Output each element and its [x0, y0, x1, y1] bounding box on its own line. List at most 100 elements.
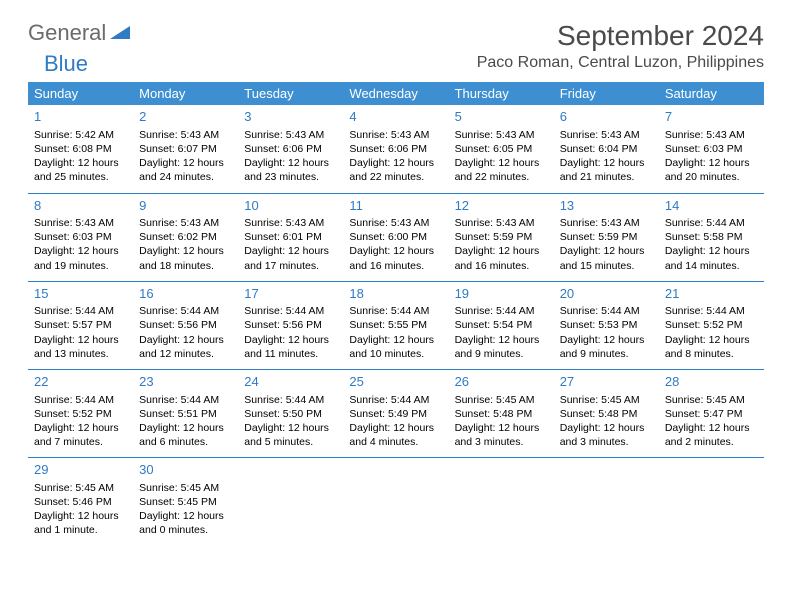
day-number: 9: [139, 197, 232, 215]
cell-text: and 12 minutes.: [139, 347, 232, 361]
cell-text: Sunrise: 5:43 AM: [349, 216, 442, 230]
day-number: 6: [560, 108, 653, 126]
cell-text: Daylight: 12 hours: [139, 244, 232, 258]
cell-text: Sunrise: 5:43 AM: [349, 128, 442, 142]
cell-text: Sunrise: 5:45 AM: [665, 393, 758, 407]
day-number: 24: [244, 373, 337, 391]
day-number: 2: [139, 108, 232, 126]
cell-text: Sunrise: 5:43 AM: [455, 128, 548, 142]
day-number: 25: [349, 373, 442, 391]
cell-text: Sunset: 5:54 PM: [455, 318, 548, 332]
cell-text: Sunrise: 5:43 AM: [34, 216, 127, 230]
cell-text: Sunrise: 5:43 AM: [244, 128, 337, 142]
cell-text: Daylight: 12 hours: [244, 156, 337, 170]
cell-text: Sunset: 5:51 PM: [139, 407, 232, 421]
calendar-cell: 9Sunrise: 5:43 AMSunset: 6:02 PMDaylight…: [133, 193, 238, 281]
cell-text: Daylight: 12 hours: [139, 421, 232, 435]
day-number: 27: [560, 373, 653, 391]
cell-text: Daylight: 12 hours: [455, 333, 548, 347]
cell-text: Sunrise: 5:44 AM: [665, 304, 758, 318]
calendar-cell: [554, 458, 659, 546]
cell-text: Sunset: 6:05 PM: [455, 142, 548, 156]
cell-text: Sunset: 6:03 PM: [34, 230, 127, 244]
calendar-cell: 17Sunrise: 5:44 AMSunset: 5:56 PMDayligh…: [238, 281, 343, 369]
cell-text: Sunset: 5:47 PM: [665, 407, 758, 421]
cell-text: Sunset: 6:01 PM: [244, 230, 337, 244]
cell-text: Sunset: 5:57 PM: [34, 318, 127, 332]
day-number: 7: [665, 108, 758, 126]
logo-word2: Blue: [44, 51, 88, 77]
cell-text: Sunrise: 5:43 AM: [139, 216, 232, 230]
cell-text: Daylight: 12 hours: [349, 156, 442, 170]
cell-text: and 0 minutes.: [139, 523, 232, 537]
cell-text: and 6 minutes.: [139, 435, 232, 449]
cell-text: Sunset: 5:53 PM: [560, 318, 653, 332]
day-number: 30: [139, 461, 232, 479]
cell-text: Sunrise: 5:44 AM: [244, 304, 337, 318]
cell-text: Sunrise: 5:43 AM: [139, 128, 232, 142]
day-number: 13: [560, 197, 653, 215]
cell-text: Daylight: 12 hours: [455, 156, 548, 170]
cell-text: and 10 minutes.: [349, 347, 442, 361]
cell-text: and 5 minutes.: [244, 435, 337, 449]
cell-text: Daylight: 12 hours: [34, 421, 127, 435]
day-number: 23: [139, 373, 232, 391]
day-header: Wednesday: [343, 82, 448, 105]
cell-text: Daylight: 12 hours: [349, 333, 442, 347]
day-header: Thursday: [449, 82, 554, 105]
day-header: Tuesday: [238, 82, 343, 105]
calendar-cell: [238, 458, 343, 546]
cell-text: Sunrise: 5:45 AM: [34, 481, 127, 495]
day-header-row: Sunday Monday Tuesday Wednesday Thursday…: [28, 82, 764, 105]
cell-text: Sunset: 5:55 PM: [349, 318, 442, 332]
cell-text: and 24 minutes.: [139, 170, 232, 184]
calendar-cell: 4Sunrise: 5:43 AMSunset: 6:06 PMDaylight…: [343, 105, 448, 193]
cell-text: Daylight: 12 hours: [139, 509, 232, 523]
cell-text: and 18 minutes.: [139, 259, 232, 273]
cell-text: and 11 minutes.: [244, 347, 337, 361]
cell-text: Sunset: 5:59 PM: [455, 230, 548, 244]
calendar-cell: [659, 458, 764, 546]
cell-text: and 23 minutes.: [244, 170, 337, 184]
day-number: 16: [139, 285, 232, 303]
cell-text: Sunrise: 5:43 AM: [560, 128, 653, 142]
logo-word1: General: [28, 20, 106, 46]
cell-text: Sunset: 5:52 PM: [665, 318, 758, 332]
calendar-cell: 2Sunrise: 5:43 AMSunset: 6:07 PMDaylight…: [133, 105, 238, 193]
calendar-cell: 27Sunrise: 5:45 AMSunset: 5:48 PMDayligh…: [554, 369, 659, 457]
day-number: 14: [665, 197, 758, 215]
calendar-cell: 5Sunrise: 5:43 AMSunset: 6:05 PMDaylight…: [449, 105, 554, 193]
cell-text: and 3 minutes.: [560, 435, 653, 449]
cell-text: Daylight: 12 hours: [349, 244, 442, 258]
day-header: Sunday: [28, 82, 133, 105]
calendar-cell: 24Sunrise: 5:44 AMSunset: 5:50 PMDayligh…: [238, 369, 343, 457]
cell-text: Daylight: 12 hours: [665, 244, 758, 258]
calendar-cell: 1Sunrise: 5:42 AMSunset: 6:08 PMDaylight…: [28, 105, 133, 193]
calendar-cell: 19Sunrise: 5:44 AMSunset: 5:54 PMDayligh…: [449, 281, 554, 369]
cell-text: Sunrise: 5:44 AM: [455, 304, 548, 318]
day-number: 28: [665, 373, 758, 391]
calendar-cell: 8Sunrise: 5:43 AMSunset: 6:03 PMDaylight…: [28, 193, 133, 281]
cell-text: Sunset: 6:06 PM: [349, 142, 442, 156]
cell-text: Sunrise: 5:44 AM: [34, 393, 127, 407]
cell-text: Daylight: 12 hours: [34, 156, 127, 170]
cell-text: Daylight: 12 hours: [560, 421, 653, 435]
cell-text: Sunrise: 5:44 AM: [34, 304, 127, 318]
cell-text: Sunset: 6:08 PM: [34, 142, 127, 156]
cell-text: and 20 minutes.: [665, 170, 758, 184]
calendar-cell: [449, 458, 554, 546]
day-number: 8: [34, 197, 127, 215]
cell-text: and 3 minutes.: [455, 435, 548, 449]
cell-text: and 22 minutes.: [349, 170, 442, 184]
cell-text: Daylight: 12 hours: [34, 509, 127, 523]
cell-text: Daylight: 12 hours: [244, 333, 337, 347]
day-number: 20: [560, 285, 653, 303]
day-number: 17: [244, 285, 337, 303]
calendar-cell: 26Sunrise: 5:45 AMSunset: 5:48 PMDayligh…: [449, 369, 554, 457]
cell-text: and 22 minutes.: [455, 170, 548, 184]
calendar-cell: 22Sunrise: 5:44 AMSunset: 5:52 PMDayligh…: [28, 369, 133, 457]
day-number: 3: [244, 108, 337, 126]
location-subtitle: Paco Roman, Central Luzon, Philippines: [477, 54, 764, 72]
calendar-week-row: 29Sunrise: 5:45 AMSunset: 5:46 PMDayligh…: [28, 458, 764, 546]
cell-text: and 16 minutes.: [455, 259, 548, 273]
